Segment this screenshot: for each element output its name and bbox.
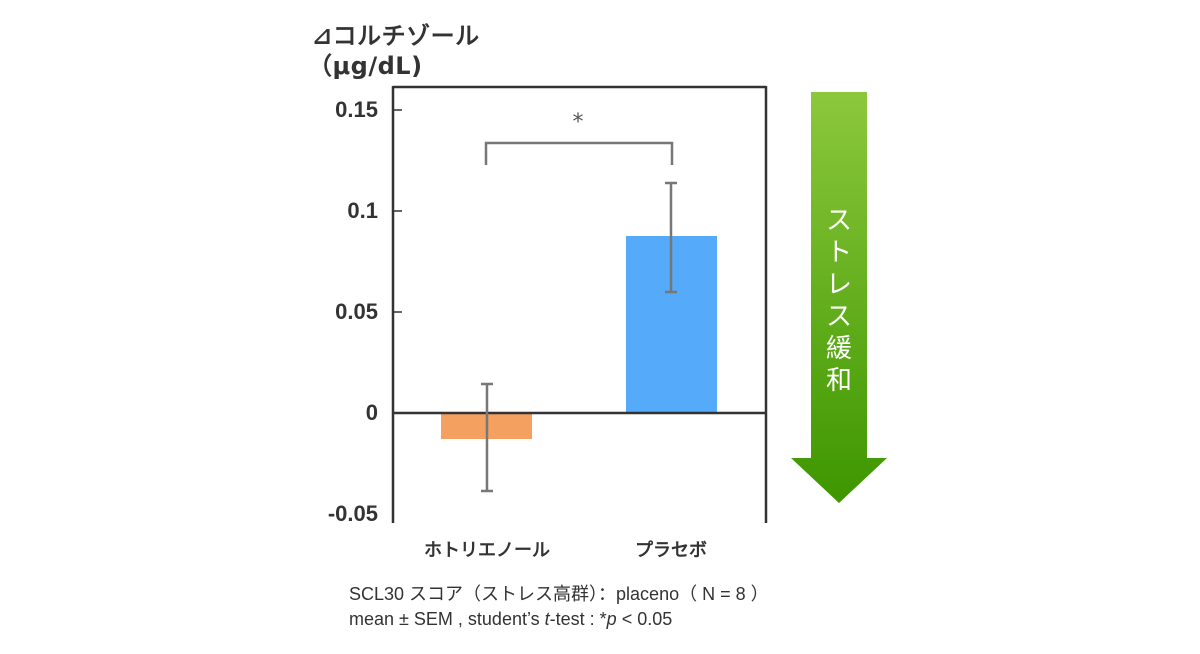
y-tick-label-neg0.05: -0.05 xyxy=(327,501,378,526)
arrow-char: 緩 xyxy=(825,334,852,364)
significance-bracket xyxy=(484,141,674,165)
stress-relief-label: ス ト レ ス 緩 和 xyxy=(811,205,867,397)
significance-asterisk: * xyxy=(572,110,584,135)
stress-relief-arrow-icon xyxy=(791,92,887,503)
x-category-label-hotrienol: ホトリエノール xyxy=(424,540,550,561)
error-bar-hotrienol xyxy=(481,382,493,493)
arrow-char: ス xyxy=(825,206,852,236)
arrow-char: ス xyxy=(825,302,852,332)
footnote-p-italic: p xyxy=(606,609,617,629)
footnote-stats-text: mean ± SEM , student’s xyxy=(349,609,545,629)
y-tick-label-0: 0 xyxy=(365,400,378,425)
footnote-test-text: -test : * xyxy=(549,609,607,629)
y-tick-label-0.15: 0.15 xyxy=(335,97,378,122)
y-tick-label-0.05: 0.05 xyxy=(335,299,378,324)
plot-frame xyxy=(391,85,768,523)
y-axis-title-line2: （μg/dL) xyxy=(308,52,423,80)
arrow-char: ト xyxy=(825,238,852,268)
arrow-char: レ xyxy=(825,270,852,300)
footnote-line2: mean ± SEM , student’s t-test : *p < 0.0… xyxy=(349,609,672,630)
error-bar-placebo xyxy=(665,181,677,294)
y-ticks xyxy=(393,109,402,313)
footnote-threshold-text: < 0.05 xyxy=(616,609,673,629)
footnote-t-italic: t xyxy=(544,609,550,629)
arrow-char: 和 xyxy=(825,366,852,396)
y-axis-title-line1: ⊿コルチゾール xyxy=(312,22,480,50)
x-category-label-placebo: プラセボ xyxy=(635,540,707,561)
y-tick-label-0.1: 0.1 xyxy=(347,198,378,223)
footnote-line1: SCL30 スコア（ストレス高群）：placeno（ N = 8 ） xyxy=(349,584,769,604)
